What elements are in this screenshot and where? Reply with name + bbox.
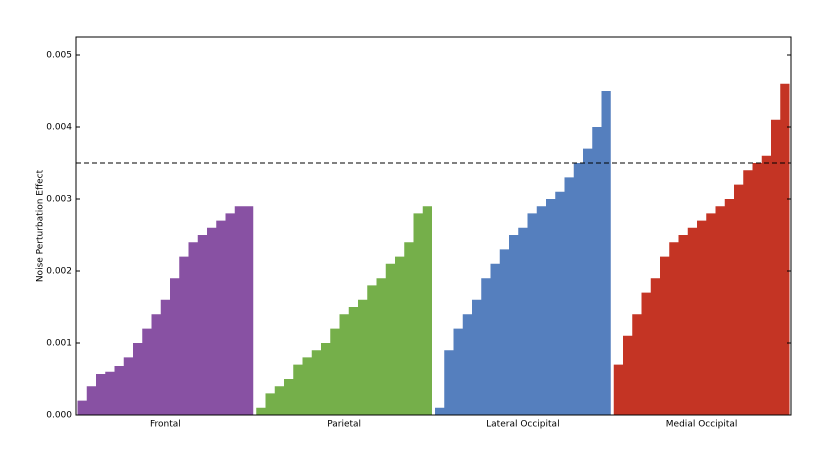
area — [613, 40, 790, 415]
area — [77, 177, 254, 415]
y-tick-label: 0.005 — [46, 51, 72, 61]
x-tick-label: Parietal — [327, 420, 361, 430]
area — [435, 40, 611, 415]
y-tick-label: 0.003 — [46, 195, 72, 205]
x-tick-label: Frontal — [150, 420, 181, 430]
y-tick-label: 0.001 — [46, 339, 72, 349]
x-tick-label: Medial Occipital — [666, 420, 738, 430]
y-tick-label: 0.002 — [46, 267, 72, 277]
plot-frame — [75, 36, 792, 416]
y-axis-label: Noise Perturbation Effect — [36, 169, 46, 282]
x-tick-label: Lateral Occipital — [486, 420, 559, 430]
area — [256, 177, 432, 415]
y-tick-label: 0.004 — [46, 123, 72, 133]
y-tick-label: 0.000 — [46, 411, 72, 421]
